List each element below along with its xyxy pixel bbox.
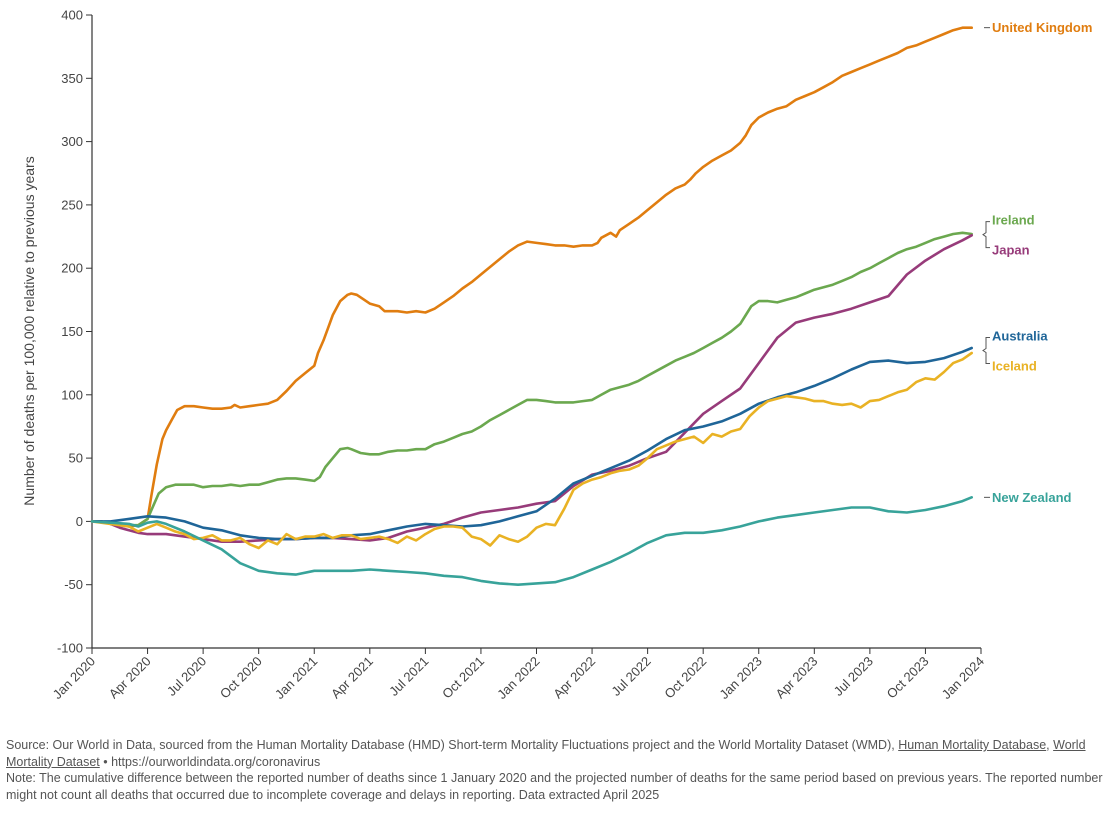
y-tick-label: 250	[61, 197, 83, 212]
y-tick-label: 0	[76, 514, 83, 529]
source-text: Source: Our World in Data, sourced from …	[6, 738, 899, 752]
y-tick-label: 350	[61, 71, 83, 86]
source-note: Source: Our World in Data, sourced from …	[6, 737, 1106, 770]
y-tick-label: 50	[69, 451, 83, 466]
series-lines	[90, 26, 973, 586]
series-line-united-kingdom	[90, 26, 973, 528]
x-tick-label: Oct 2022	[661, 654, 709, 702]
x-tick-label: Jul 2021	[386, 654, 431, 699]
hmd-link[interactable]: Human Mortality Database	[898, 738, 1047, 752]
x-tick-label: Jan 2024	[939, 654, 987, 702]
series-label-new-zealand: New Zealand	[992, 490, 1072, 505]
x-tick-label: Jan 2020	[50, 654, 98, 702]
y-tick-label: -100	[57, 641, 83, 656]
x-tick-label: Jul 2020	[164, 654, 209, 699]
label-bracket	[982, 336, 990, 364]
series-label-japan: Japan	[992, 243, 1030, 258]
y-tick-label: 100	[61, 387, 83, 402]
x-tick-label: Oct 2020	[217, 654, 265, 702]
series-line-ireland	[90, 231, 973, 527]
series-labels: United Kingdom New Zealand Ireland Japan Aus…	[982, 20, 1092, 505]
series-line-australia	[90, 346, 973, 541]
x-tick-label: Apr 2021	[328, 654, 376, 702]
x-tick-label: Oct 2023	[884, 654, 932, 702]
series-label-iceland: Iceland	[992, 358, 1037, 373]
y-tick-label: 300	[61, 134, 83, 149]
series-line-iceland	[90, 351, 973, 550]
x-tick-label: Apr 2022	[550, 654, 598, 702]
x-tick-label: Jul 2023	[831, 654, 876, 699]
x-tick-label: Jul 2022	[608, 654, 653, 699]
source-separator: ,	[1046, 738, 1054, 752]
source-url: • https://ourworldindata.org/coronavirus	[99, 754, 321, 769]
y-tick-label: -50	[64, 577, 83, 592]
x-tick-label: Jan 2022	[494, 654, 542, 702]
y-tick-label: 200	[61, 261, 83, 276]
wmd-link[interactable]: World Mortality Dataset	[6, 738, 1086, 769]
x-tick-label: Apr 2023	[773, 654, 821, 702]
x-tick-label: Apr 2020	[106, 654, 154, 702]
y-axis-title: Number of deaths per 100,000 relative to…	[21, 156, 37, 505]
series-label-united-kingdom: United Kingdom	[992, 20, 1092, 35]
y-tick-label: 150	[61, 324, 83, 339]
x-tick-label: Jan 2023	[716, 654, 764, 702]
y-tick-label: 400	[61, 8, 83, 23]
label-bracket	[982, 221, 990, 249]
note-text: Note: The cumulative difference between …	[6, 771, 1103, 802]
x-tick-label: Jan 2021	[272, 654, 320, 702]
chart-footer: Source: Our World in Data, sourced from …	[6, 737, 1106, 803]
x-tick-label: Oct 2021	[439, 654, 487, 702]
series-label-ireland: Ireland	[992, 213, 1035, 228]
series-label-australia: Australia	[992, 328, 1048, 343]
series-line-new-zealand	[90, 496, 973, 586]
